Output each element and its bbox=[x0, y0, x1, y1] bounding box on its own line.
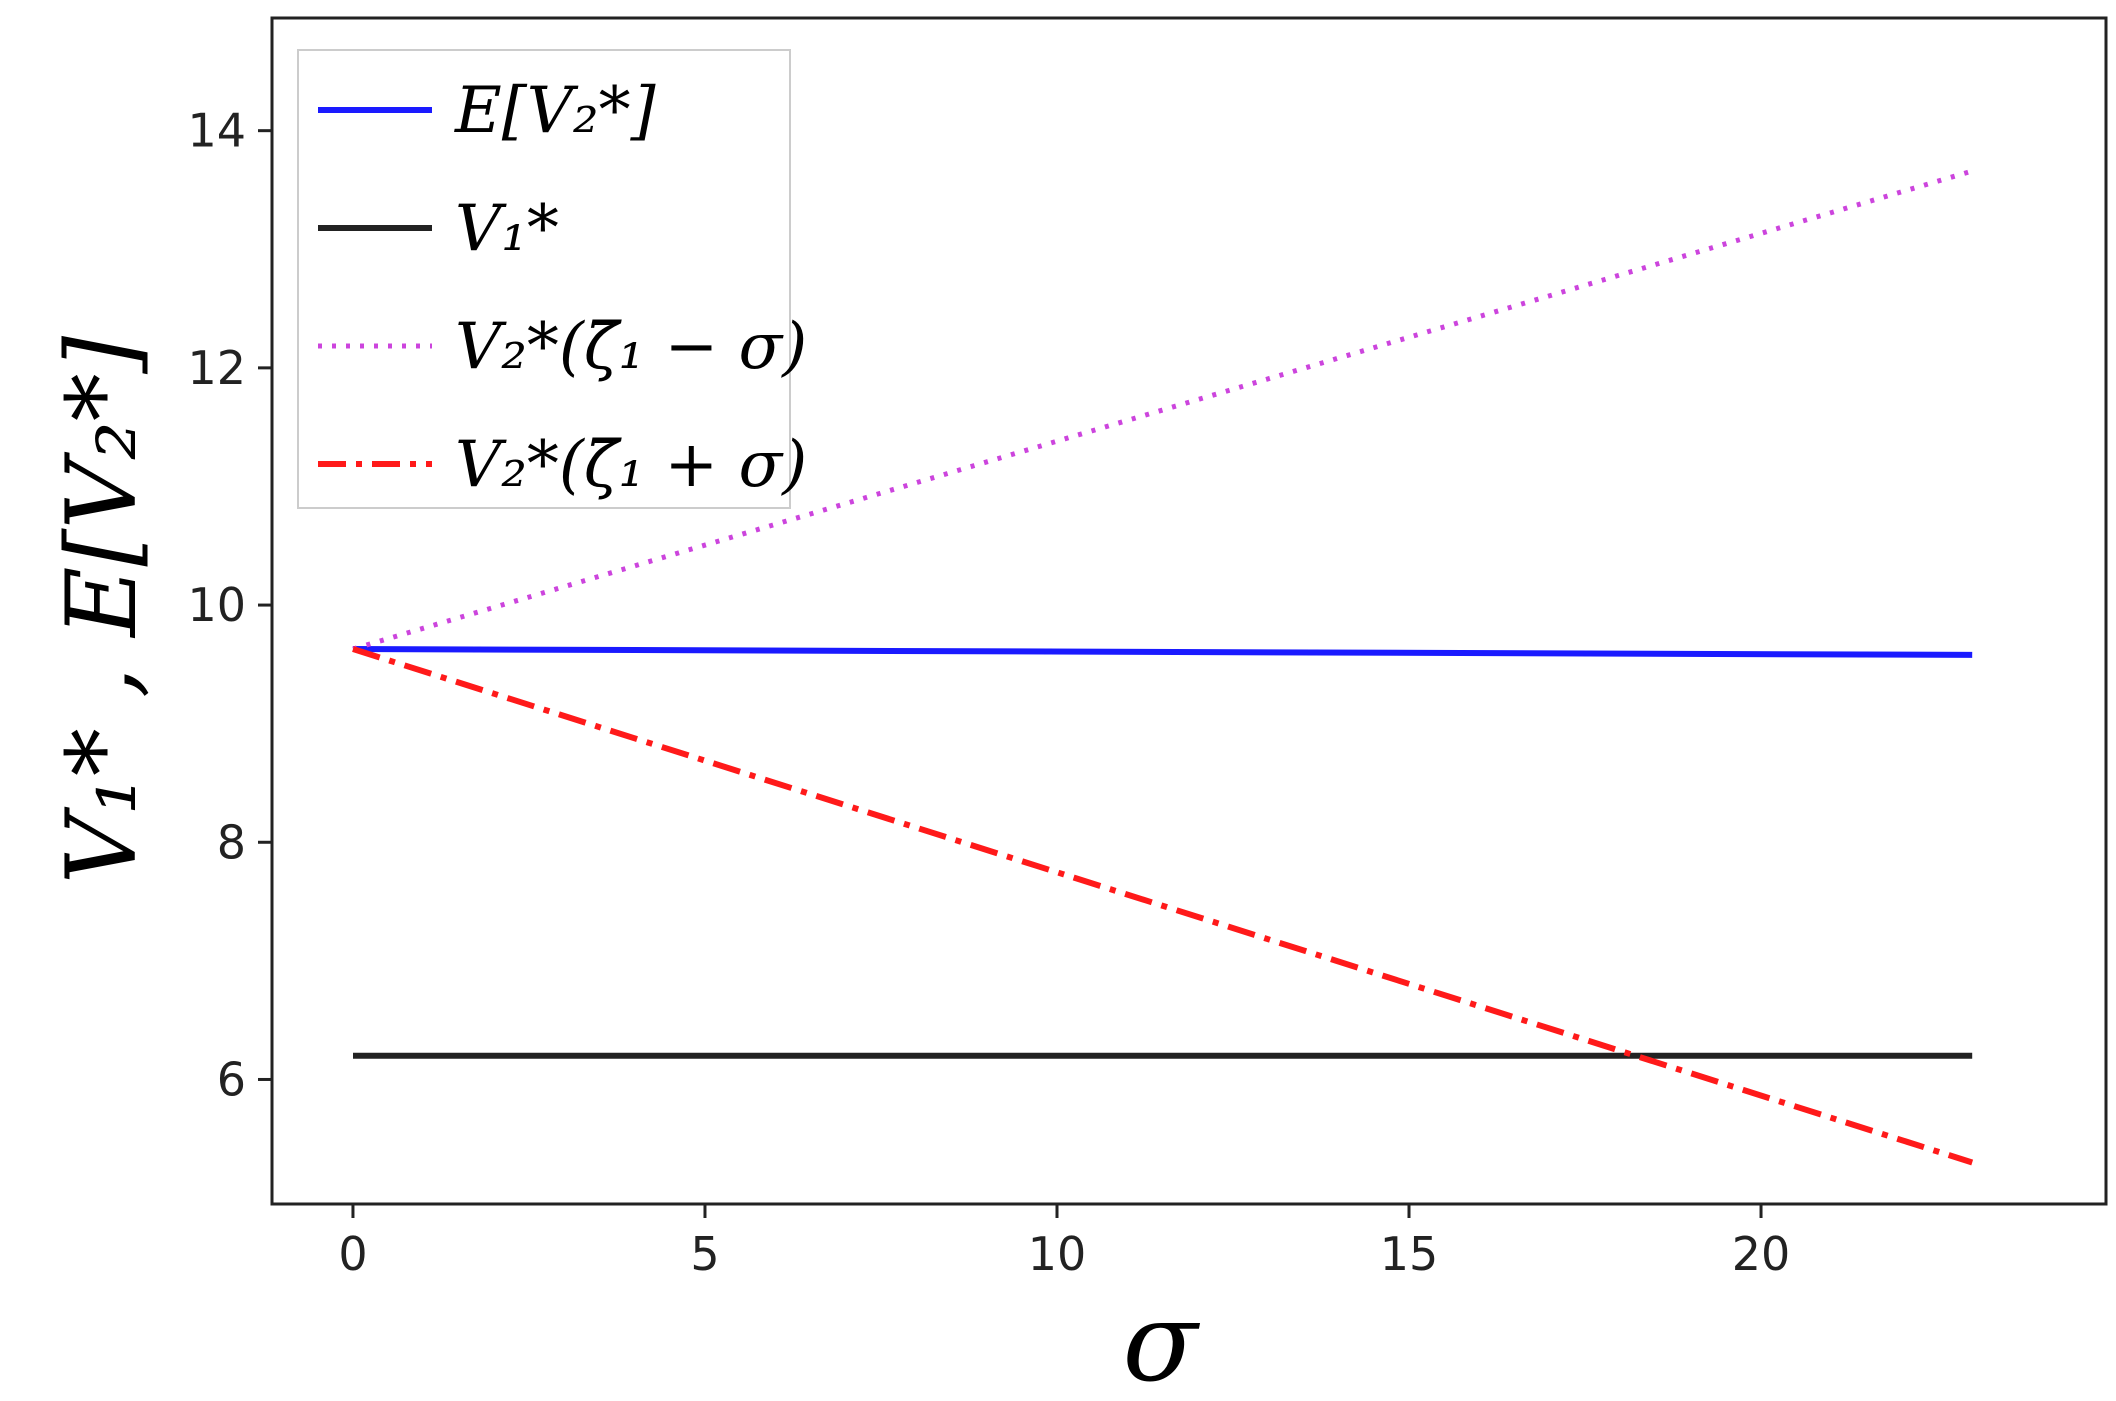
legend-label-2: V₂*(ζ̄₁ − σ) bbox=[455, 310, 807, 384]
series-layer bbox=[352, 168, 1974, 1166]
y-tick-label-6: 6 bbox=[217, 1052, 246, 1106]
x-tick-label-20: 20 bbox=[1732, 1227, 1791, 1281]
y-tick-label-8: 8 bbox=[217, 815, 246, 869]
plot-frame bbox=[270, 16, 2108, 1206]
legend: E[V₂*] V₁* V₂*(ζ̄₁ − σ) V₂*(ζ̄₁ + σ) bbox=[297, 49, 807, 509]
legend-box bbox=[297, 49, 791, 509]
x-axis: 0 5 10 15 20 bbox=[338, 1204, 1790, 1281]
legend-label-1: V₁* bbox=[455, 192, 559, 266]
y-axis-label: V₁* , E[V₂*] bbox=[46, 335, 158, 884]
x-tick-label-15: 15 bbox=[1380, 1227, 1439, 1281]
x-tick-label-5: 5 bbox=[690, 1227, 719, 1281]
x-tick-label-10: 10 bbox=[1028, 1227, 1087, 1281]
legend-label-0: E[V₂*] bbox=[454, 74, 657, 148]
legend-label-3: V₂*(ζ̄₁ + σ) bbox=[455, 428, 807, 502]
series-line-3 bbox=[352, 646, 1974, 1166]
x-axis-label: σ bbox=[1122, 1278, 1200, 1401]
x-tick-label-0: 0 bbox=[338, 1227, 367, 1281]
y-axis: 6 8 10 14 12 bbox=[187, 104, 272, 1106]
series-line-2 bbox=[352, 168, 1973, 652]
y-tick-label-14: 14 bbox=[187, 104, 246, 158]
y-tick-label-10: 10 bbox=[187, 578, 246, 632]
series-line-0 bbox=[352, 646, 1973, 658]
y-tick-label-12: 12 bbox=[187, 341, 246, 395]
